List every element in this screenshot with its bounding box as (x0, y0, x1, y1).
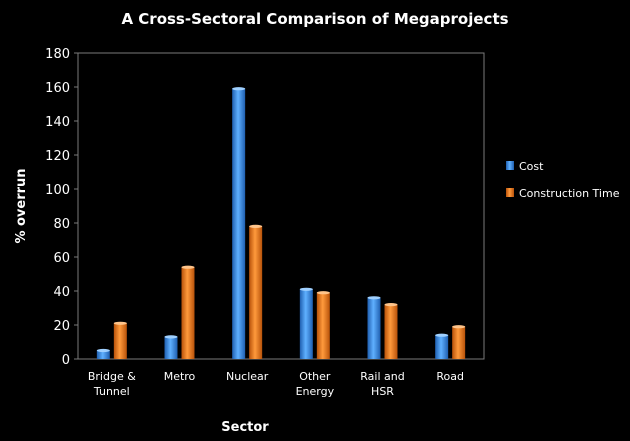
x-tick-label: HSR (371, 385, 394, 398)
bar-top-highlight (181, 265, 195, 269)
y-tick-label: 160 (45, 81, 70, 96)
y-tick-label: 20 (53, 319, 70, 334)
bar-cost (96, 350, 110, 359)
bar-top-highlight (232, 87, 246, 91)
x-axis-title: Sector (221, 420, 269, 435)
legend-label: Cost (519, 160, 544, 173)
bar-construction-time (384, 304, 398, 359)
bar-construction-time (249, 226, 263, 359)
bar-top-highlight (249, 224, 263, 228)
y-tick-label: 140 (45, 115, 70, 130)
bar-top-highlight (367, 296, 381, 300)
bar-top-highlight (164, 335, 178, 339)
y-tick-label: 0 (62, 353, 70, 368)
bar-construction-time (181, 267, 195, 359)
bar-construction-time (113, 323, 127, 359)
y-tick-label: 80 (53, 217, 70, 232)
y-axis-title: % overrun (14, 168, 29, 243)
x-tick-label: Road (436, 370, 464, 383)
x-tick-label: Other (299, 370, 331, 383)
bar-top-highlight (452, 325, 466, 329)
bar-top-highlight (435, 333, 449, 337)
bar-cost (299, 289, 313, 359)
bar-construction-time (452, 326, 466, 359)
x-tick-label: Energy (296, 385, 335, 398)
bar-cost (232, 88, 246, 359)
bar-top-highlight (113, 321, 127, 325)
plot-area: 0 20 40 60 80 100 120 140 160 180 Bridge & Tunnel Me… (45, 47, 485, 398)
bar-top-highlight (299, 287, 313, 291)
legend: Cost Construction Time (506, 160, 620, 200)
y-tick-label: 120 (45, 149, 70, 164)
legend-swatch-construction-time (506, 188, 514, 197)
chart-title: A Cross-Sectoral Comparison of Megaproje… (121, 10, 508, 28)
x-tick-label: Tunnel (93, 385, 130, 398)
bar-cost (367, 297, 381, 359)
bar-construction-time (316, 292, 330, 359)
legend-label: Construction Time (519, 187, 620, 200)
x-tick-label: Rail and (360, 370, 404, 383)
bar-top-highlight (384, 303, 398, 307)
bar-cost (164, 336, 178, 359)
y-tick-label: 60 (53, 251, 70, 266)
x-tick-label: Bridge & (88, 370, 136, 383)
y-tick-label: 100 (45, 183, 70, 198)
plot-frame (77, 52, 485, 360)
bar-top-highlight (96, 348, 110, 353)
bar-top-highlight (316, 291, 330, 295)
x-tick-label: Nuclear (226, 370, 269, 383)
legend-swatch-cost (506, 161, 514, 170)
bar-cost (435, 335, 449, 359)
x-tick-label: Metro (164, 370, 196, 383)
y-tick-label: 40 (53, 285, 70, 300)
y-tick-label: 180 (45, 47, 70, 62)
